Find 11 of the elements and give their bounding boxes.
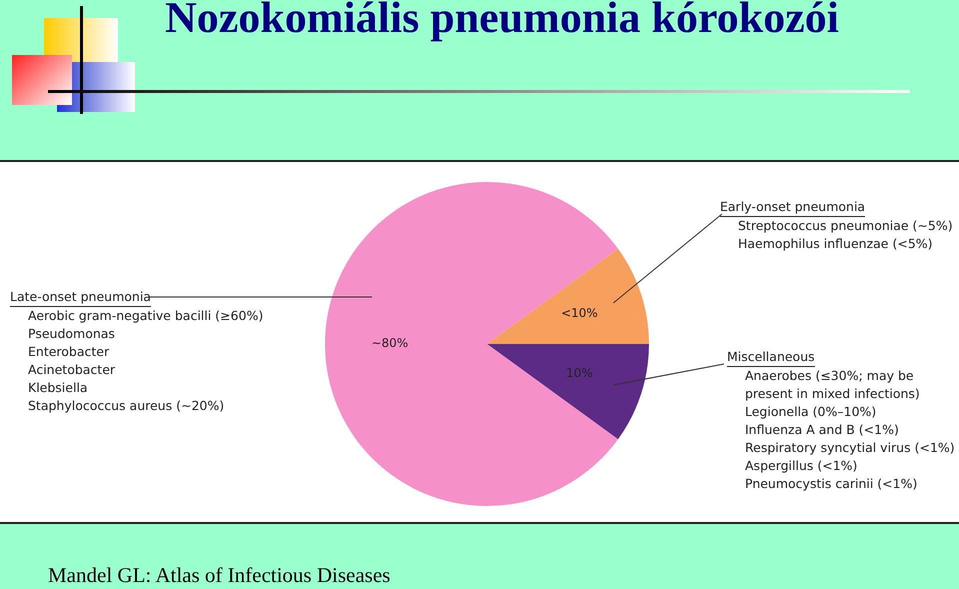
data-label: <10% [561, 306, 598, 320]
slice-label: Late-onset pneumonia [10, 288, 151, 307]
text: Aerobic gram-negative bacilli (≥60%) Pseudomonas Enterobacter Acinetobacter Klebsiella Staphylococcus aureus (~20%) [28, 307, 264, 415]
chart-title: Nozokomiális pneumonia kórokozói [165, 0, 839, 43]
slice-label: Miscellaneous [727, 348, 815, 367]
text: Streptococcus pneumoniae (~5%) Haemophilus influenzae (<5%) [738, 217, 953, 253]
slice-label: Early-onset pneumonia [720, 198, 866, 217]
data-label: ~80% [371, 336, 408, 350]
text: Mandel GL: Atlas of Infectious Diseases [48, 563, 390, 588]
data-label: 10% [566, 366, 593, 380]
text: Anaerobes (≤30%; may be present in mixed infections) Legionella (0%–10%) Influenza A and B (<1%) Respiratory syncytial virus (<1%) Aspergillus (<1%) Pneumocystis carinii (<1%) [745, 367, 955, 493]
